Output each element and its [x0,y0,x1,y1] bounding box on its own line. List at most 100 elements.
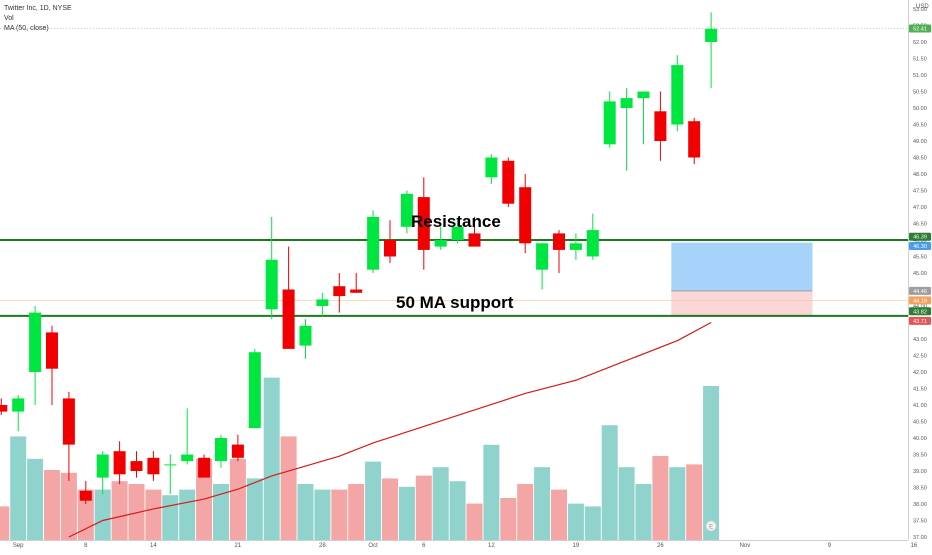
candle-body [620,98,633,108]
volume-bar [686,464,703,540]
candle-body [79,490,92,501]
y-tick-label: 42.50 [913,354,927,360]
y-tick-label: 39.50 [913,453,927,459]
candle-body [688,121,701,158]
y-tick-label: 45.50 [913,255,927,261]
candle-body [46,332,58,369]
earnings-event-label: E [709,525,713,531]
candle-body [400,193,413,227]
candle-body [485,157,498,178]
x-tick-label: 6 [422,543,426,549]
candle-body [705,28,718,42]
candle-body [299,325,312,346]
y-tick-label: 47.50 [913,189,927,195]
x-tick-label: 16 [911,543,918,549]
ma-support-annotation: 50 MA support [396,293,514,312]
y-tick-label: 37.00 [913,535,927,541]
candle-body [637,91,650,99]
candle-body [384,240,396,257]
price-axis-tag-label: 44.46 [913,289,927,295]
volume-bar [365,461,382,540]
x-tick-label: 8 [84,543,88,549]
legend-volume: Vol [4,15,14,22]
candle-body [434,240,447,247]
candle-body [350,289,363,293]
earnings-event-marker [705,520,717,532]
volume-bar [348,484,365,540]
volume-bar [652,456,669,540]
volume-bar [246,478,263,540]
volume-bar [415,475,432,540]
volume-bar [466,503,483,540]
price-axis-tag-label: 44.19 [913,298,927,304]
legend-symbol: Twitter Inc, 1D, NYSE [4,5,72,12]
candle-body [502,160,515,204]
volume-bar [111,481,128,540]
legend-ma: MA (50, close) [4,25,49,32]
volume-bar [0,506,10,540]
volume-bar [618,467,635,540]
volume-bar [145,489,162,540]
price-axis-tag [909,232,931,241]
candle-body [147,457,160,475]
volume-bar [703,386,720,540]
candle-body [164,464,177,466]
x-tick-label: 12 [488,543,495,549]
volume-bar [297,484,314,540]
candle-body [671,65,684,125]
x-tick-label: Sep [13,543,24,549]
price-axis-tag [909,307,931,316]
candle-body [265,259,278,310]
volume-bar [229,458,246,540]
volume-bar [162,495,179,540]
x-tick-label: 26 [657,543,664,549]
y-tick-label: 49.00 [913,139,927,145]
volume-bar [94,489,111,540]
candle-body [553,233,565,250]
x-tick-label: 9 [828,543,832,549]
position-stop-zone [671,290,813,317]
price-axis-tag-label: 43.71 [913,319,927,325]
candle-body [569,243,582,250]
y-tick-label: 50.50 [913,90,927,96]
candle-body [451,226,464,240]
volume-bar [669,467,686,540]
candle-body [113,451,126,475]
volume-bar [534,467,551,540]
volume-bar [44,470,60,540]
y-tick-label: 48.00 [913,172,927,178]
candle-body [130,461,143,471]
candle-body [333,286,346,297]
price-axis-tag [909,296,931,305]
price-axis-tag-label: 43.82 [913,309,927,315]
price-axis-tag [909,286,931,295]
y-tick-label: 42.00 [913,370,927,376]
y-tick-label: 37.50 [913,519,927,525]
price-axis-tag-label: 46.30 [913,244,927,250]
price-axis-tag [909,316,931,325]
x-tick-label: 19 [573,543,580,549]
volume-bar [314,489,331,540]
volume-bar [551,489,567,540]
y-axis-unit: USD [916,4,929,10]
y-tick-label: 41.50 [913,387,927,393]
candle-body [215,438,227,462]
y-tick-label: 50.00 [913,106,927,112]
volume-bar [567,503,584,540]
y-tick-label: 40.50 [913,420,927,426]
y-tick-label: 51.50 [913,57,927,63]
volume-bar [263,377,280,540]
x-tick-label: 28 [319,543,326,549]
volume-bar [432,467,449,540]
y-tick-label: 53.00 [913,7,927,13]
price-axis-tag [909,24,931,33]
position-target-zone [671,242,813,291]
y-tick-label: 39.00 [913,469,927,475]
y-tick-label: 43.00 [913,337,927,343]
x-tick-label: Oct [368,543,378,549]
y-tick-label: 51.00 [913,73,927,79]
candle-body [316,299,329,306]
candle-body [29,312,42,372]
